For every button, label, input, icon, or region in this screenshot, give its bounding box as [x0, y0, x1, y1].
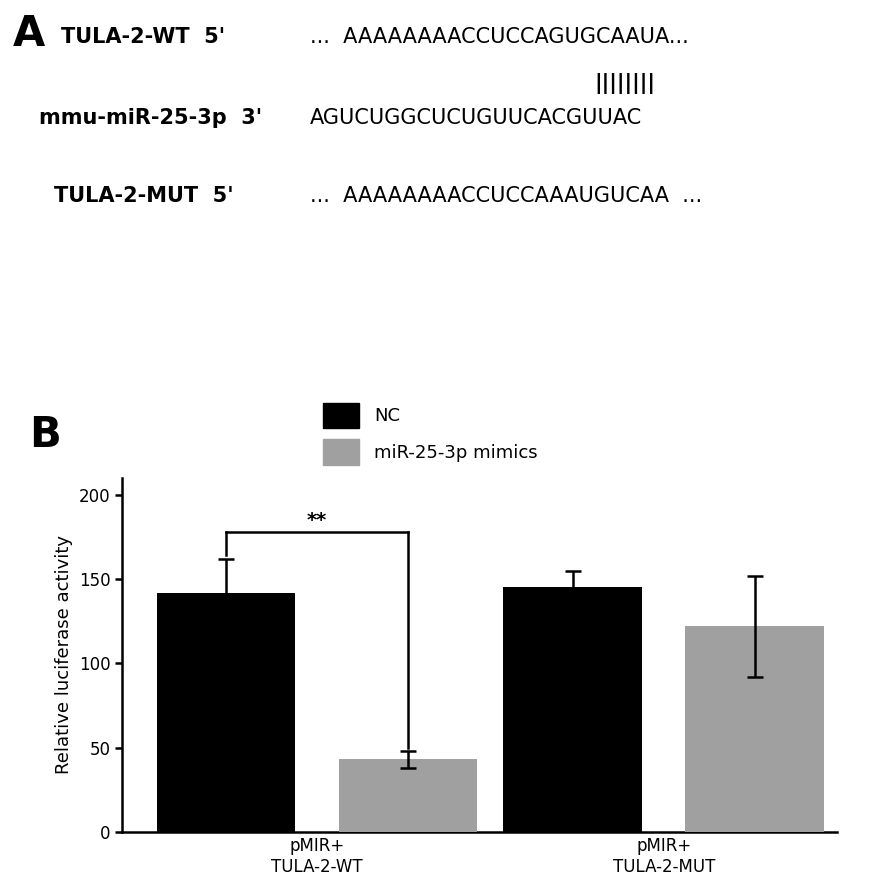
Text: ||||||||: |||||||| — [595, 73, 656, 94]
Text: B: B — [29, 414, 61, 456]
Y-axis label: Relative luciferase activity: Relative luciferase activity — [55, 535, 73, 774]
Bar — [157, 593, 296, 832]
Text: A: A — [13, 13, 45, 55]
Bar — [685, 627, 824, 832]
Text: TULA-2-MUT  5': TULA-2-MUT 5' — [54, 186, 234, 206]
Text: ...  AAAAAAAACCUCCAAAUGUCAA  ...: ... AAAAAAAACCUCCAAAUGUCAA ... — [310, 186, 702, 206]
Text: **: ** — [307, 512, 327, 530]
Text: TULA-2-WT  5': TULA-2-WT 5' — [61, 27, 225, 47]
Bar — [503, 588, 642, 832]
Bar — [338, 759, 478, 832]
Text: mmu-miR-25-3p  3': mmu-miR-25-3p 3' — [39, 108, 262, 128]
Text: ...  AAAAAAAACCUCCAGUGCAAUA...: ... AAAAAAAACCUCCAGUGCAAUA... — [310, 27, 688, 47]
Legend: NC, miR-25-3p mimics: NC, miR-25-3p mimics — [314, 394, 547, 473]
Text: AGUCUGGCUCUGUUCACGUUAC: AGUCUGGCUCUGUUCACGUUAC — [310, 108, 642, 128]
